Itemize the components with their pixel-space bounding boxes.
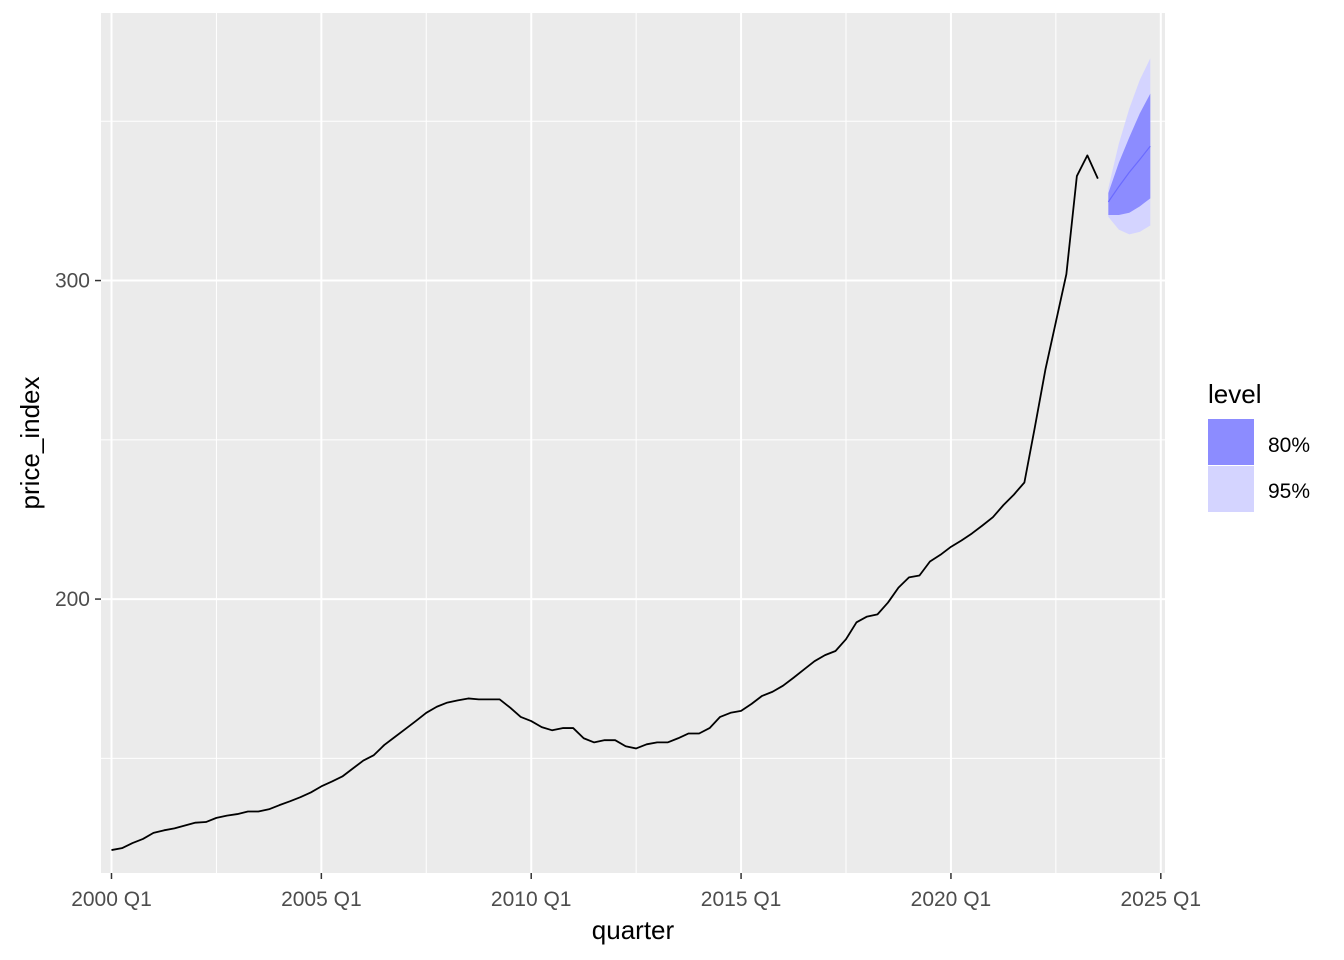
forecast-bands [1108,58,1151,235]
legend-label-95: 95% [1268,480,1310,503]
y-tick-label: 200 [55,588,90,611]
x-tick-label: 2005 Q1 [281,888,362,911]
legend: level 80% 95% [1208,379,1310,512]
legend-swatch-95 [1208,466,1254,512]
forecast-line [1107,145,1151,203]
x-axis-title: quarter [592,915,675,945]
grid-major [101,13,1165,873]
legend-title: level [1208,379,1261,409]
legend-label-80: 80% [1268,434,1310,457]
y-axis-ticks: 200 300 [55,270,101,611]
x-tick-label: 2000 Q1 [71,888,152,911]
plot-panel [101,13,1165,873]
legend-swatch-80 [1208,419,1254,465]
x-tick-label: 2020 Q1 [911,888,992,911]
x-axis-ticks: 2000 Q1 2005 Q1 2010 Q1 2015 Q1 2020 Q1 2025 … [71,873,1201,911]
series-lines [111,145,1151,851]
y-tick-label: 300 [55,270,90,293]
x-tick-label: 2015 Q1 [701,888,782,911]
grid-minor [101,13,1165,873]
x-tick-label: 2025 Q1 [1121,888,1202,911]
observed-line [111,154,1099,851]
x-tick-label: 2010 Q1 [491,888,572,911]
band-80 [1108,93,1151,215]
y-axis-title: price_index [15,377,45,510]
